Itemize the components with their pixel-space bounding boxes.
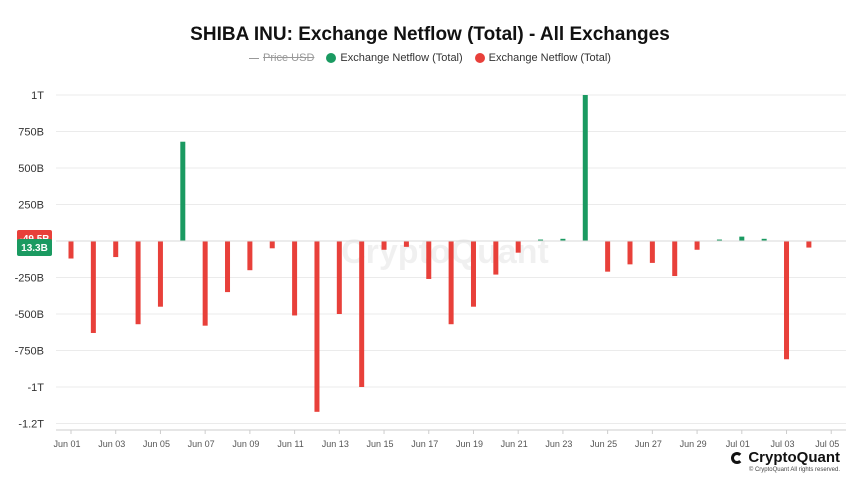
bar (560, 238, 566, 241)
x-tick-label: Jun 29 (680, 439, 707, 449)
y-tick-label: -1T (28, 382, 45, 394)
bar (180, 141, 186, 241)
brand-block: CryptoQuant © CryptoQuant All rights res… (731, 449, 840, 473)
watermark-text: CryptoQuant (341, 233, 549, 271)
bar (761, 238, 767, 241)
x-tick-label: Jun 13 (322, 439, 349, 449)
bar (538, 239, 544, 241)
y-tick-label: -250B (15, 273, 44, 285)
brand-name-text: CryptoQuant (748, 449, 840, 466)
y-tick-label: -1.2T (18, 419, 44, 431)
bar (269, 241, 275, 249)
value-tag-label: 13.3B (21, 243, 48, 254)
x-tick-label: Jun 27 (635, 439, 662, 449)
bar (739, 236, 745, 241)
bar (649, 241, 655, 263)
bar (113, 241, 119, 258)
bar (135, 241, 141, 325)
bar (806, 241, 812, 248)
legend-line-icon (249, 57, 260, 59)
legend-label-netflow-positive: Exchange Netflow (Total) (340, 52, 463, 64)
x-tick-label: Jun 01 (53, 439, 80, 449)
x-tick-label: Jun 11 (277, 439, 303, 449)
bar (403, 241, 409, 247)
bar (314, 241, 320, 412)
brand-name: CryptoQuant (731, 449, 840, 466)
bar (784, 241, 790, 360)
bar (582, 95, 588, 241)
bar (672, 241, 678, 277)
x-tick-label: Jun 17 (411, 439, 438, 449)
bar (359, 241, 365, 387)
brand-copyright: © CryptoQuant All rights reserved. (748, 467, 840, 473)
bar (493, 241, 499, 275)
bar (68, 241, 74, 259)
y-tick-label: 500B (18, 163, 44, 175)
x-tick-label: Jun 05 (143, 439, 170, 449)
legend-dot-icon (326, 53, 337, 63)
value-tag (17, 239, 52, 256)
bar (336, 241, 342, 314)
x-tick-label: Jun 19 (456, 439, 483, 449)
legend-label-price: Price USD (263, 52, 315, 64)
bar (157, 241, 163, 307)
y-tick-label: 750B (18, 127, 44, 139)
bar (694, 241, 700, 250)
legend-dot-icon (474, 53, 485, 63)
x-tick-label: Jul 05 (815, 439, 839, 449)
bar (381, 241, 387, 250)
bar (448, 241, 454, 325)
chart-legend: Price USD Exchange Netflow (Total) Excha… (0, 52, 860, 64)
legend-item-price[interactable]: Price USD (249, 52, 314, 64)
x-tick-label: Jun 07 (188, 439, 215, 449)
bar (225, 241, 231, 293)
x-tick-label: Jun 25 (590, 439, 617, 449)
x-tick-label: Jun 23 (545, 439, 572, 449)
x-tick-label: Jun 21 (501, 439, 528, 449)
bar (292, 241, 298, 316)
legend-label-netflow-negative: Exchange Netflow (Total) (488, 52, 611, 64)
x-tick-label: Jun 15 (367, 439, 394, 449)
x-tick-label: Jul 01 (726, 439, 750, 449)
chart-title: SHIBA INU: Exchange Netflow (Total) - Al… (190, 24, 670, 45)
bar (605, 241, 611, 272)
x-tick-label: Jun 03 (98, 439, 125, 449)
bar (515, 241, 521, 253)
legend-item-netflow-negative[interactable]: Exchange Netflow (Total) (474, 52, 611, 64)
cryptoquant-logo-icon (731, 451, 744, 464)
bar (426, 241, 432, 279)
x-tick-label: Jun 09 (232, 439, 259, 449)
bar (202, 241, 208, 326)
bar (470, 241, 476, 307)
bar (627, 241, 633, 265)
bar (247, 241, 253, 271)
bar (716, 239, 722, 241)
y-tick-label: -750B (15, 346, 44, 358)
y-tick-label: 1T (31, 90, 44, 102)
bar (90, 241, 96, 333)
legend-item-netflow-positive[interactable]: Exchange Netflow (Total) (326, 52, 463, 64)
y-tick-label: 250B (18, 200, 44, 212)
y-tick-label: -500B (15, 309, 44, 321)
x-tick-label: Jul 03 (771, 439, 795, 449)
